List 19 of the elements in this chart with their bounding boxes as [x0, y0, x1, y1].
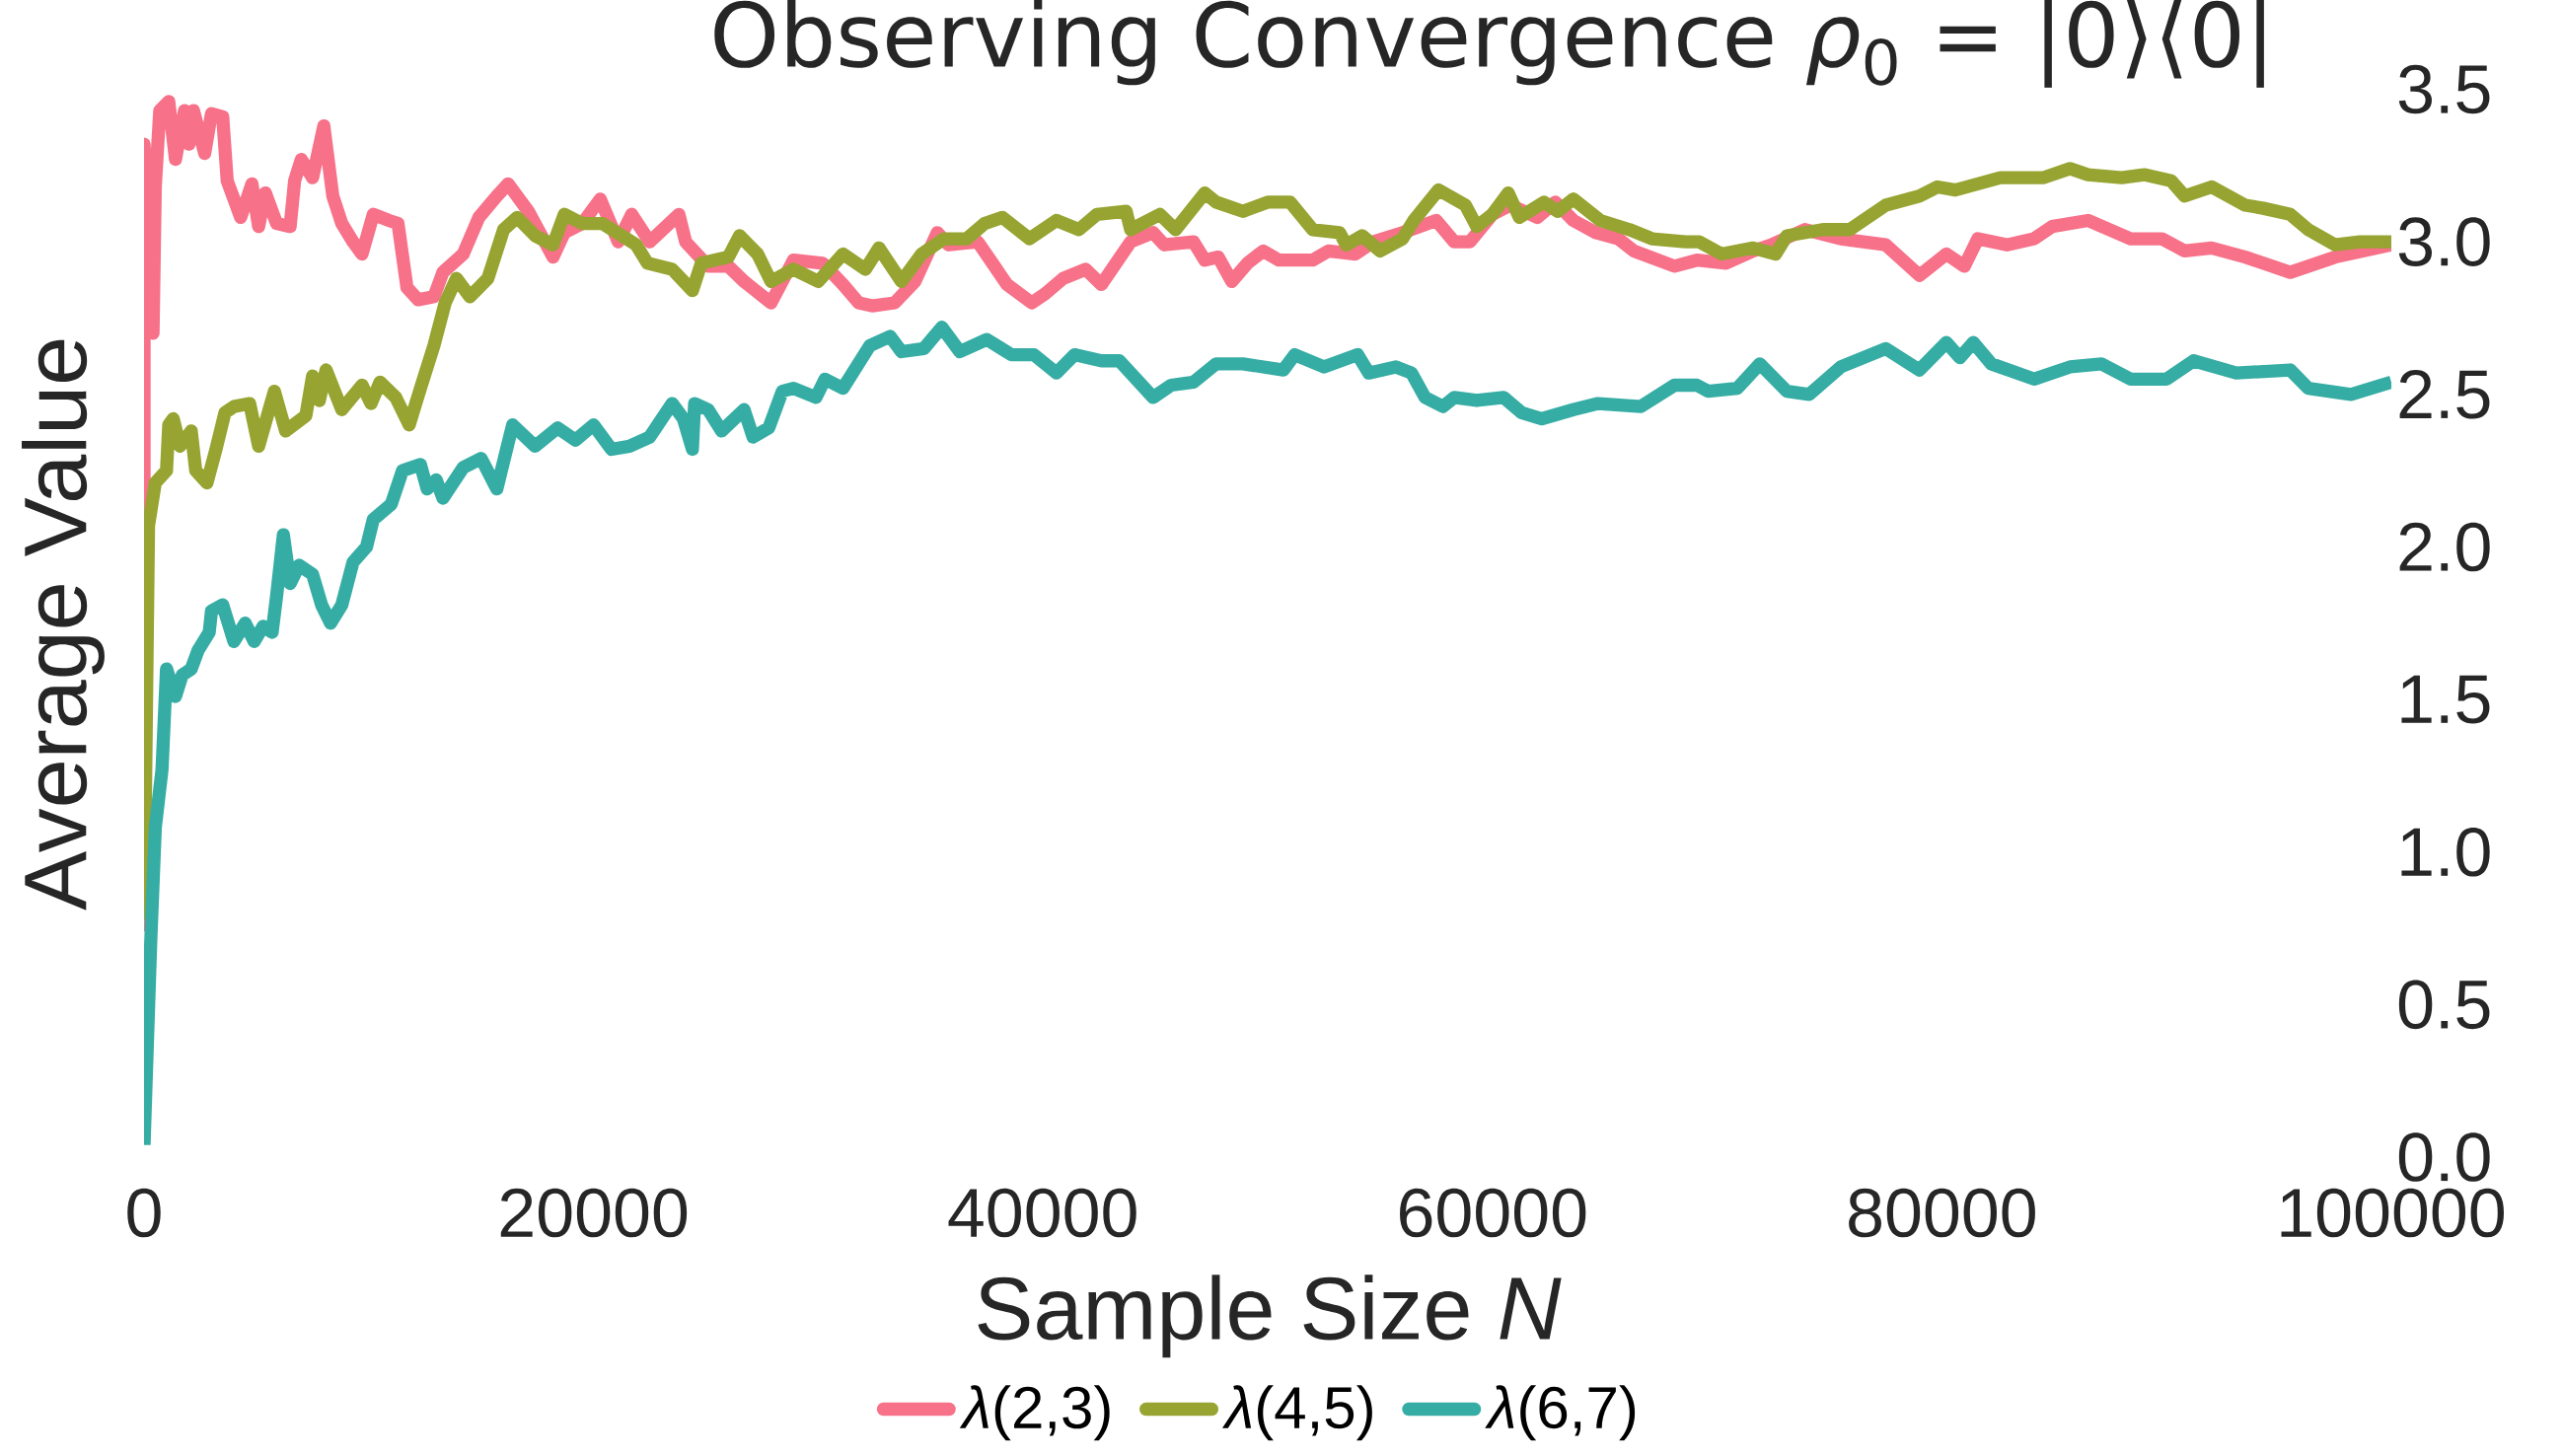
- x-tick-label: 40000: [948, 1188, 1136, 1238]
- legend-label: λ(2,3): [959, 1385, 1110, 1441]
- y-tick-label: 0.0: [2398, 1132, 2490, 1182]
- x-tick-label: 0: [127, 1188, 161, 1238]
- y-tick-label: 2.5: [2399, 370, 2490, 419]
- legend-label: λ(6,7): [1485, 1385, 1636, 1441]
- y-tick-label: 3.5: [2398, 64, 2490, 114]
- y-tick-label: 0.5: [2398, 980, 2490, 1030]
- y-tick-label: 2.0: [2399, 522, 2490, 572]
- x-axis-title: Sample Size N: [978, 1274, 1562, 1358]
- y-axis-title: Average Value: [22, 339, 105, 910]
- y-tick-label: 1.5: [2401, 675, 2490, 724]
- y-tick-label: 1.0: [2401, 827, 2490, 877]
- y-tick-label: 3.0: [2398, 217, 2490, 266]
- legend-label: λ(4,5): [1221, 1385, 1372, 1441]
- x-tick-label: 100000: [2281, 1188, 2504, 1238]
- x-tick-label: 60000: [1400, 1188, 1586, 1238]
- x-tick-label: 80000: [1849, 1188, 2035, 1238]
- x-tick-label: 20000: [500, 1188, 688, 1238]
